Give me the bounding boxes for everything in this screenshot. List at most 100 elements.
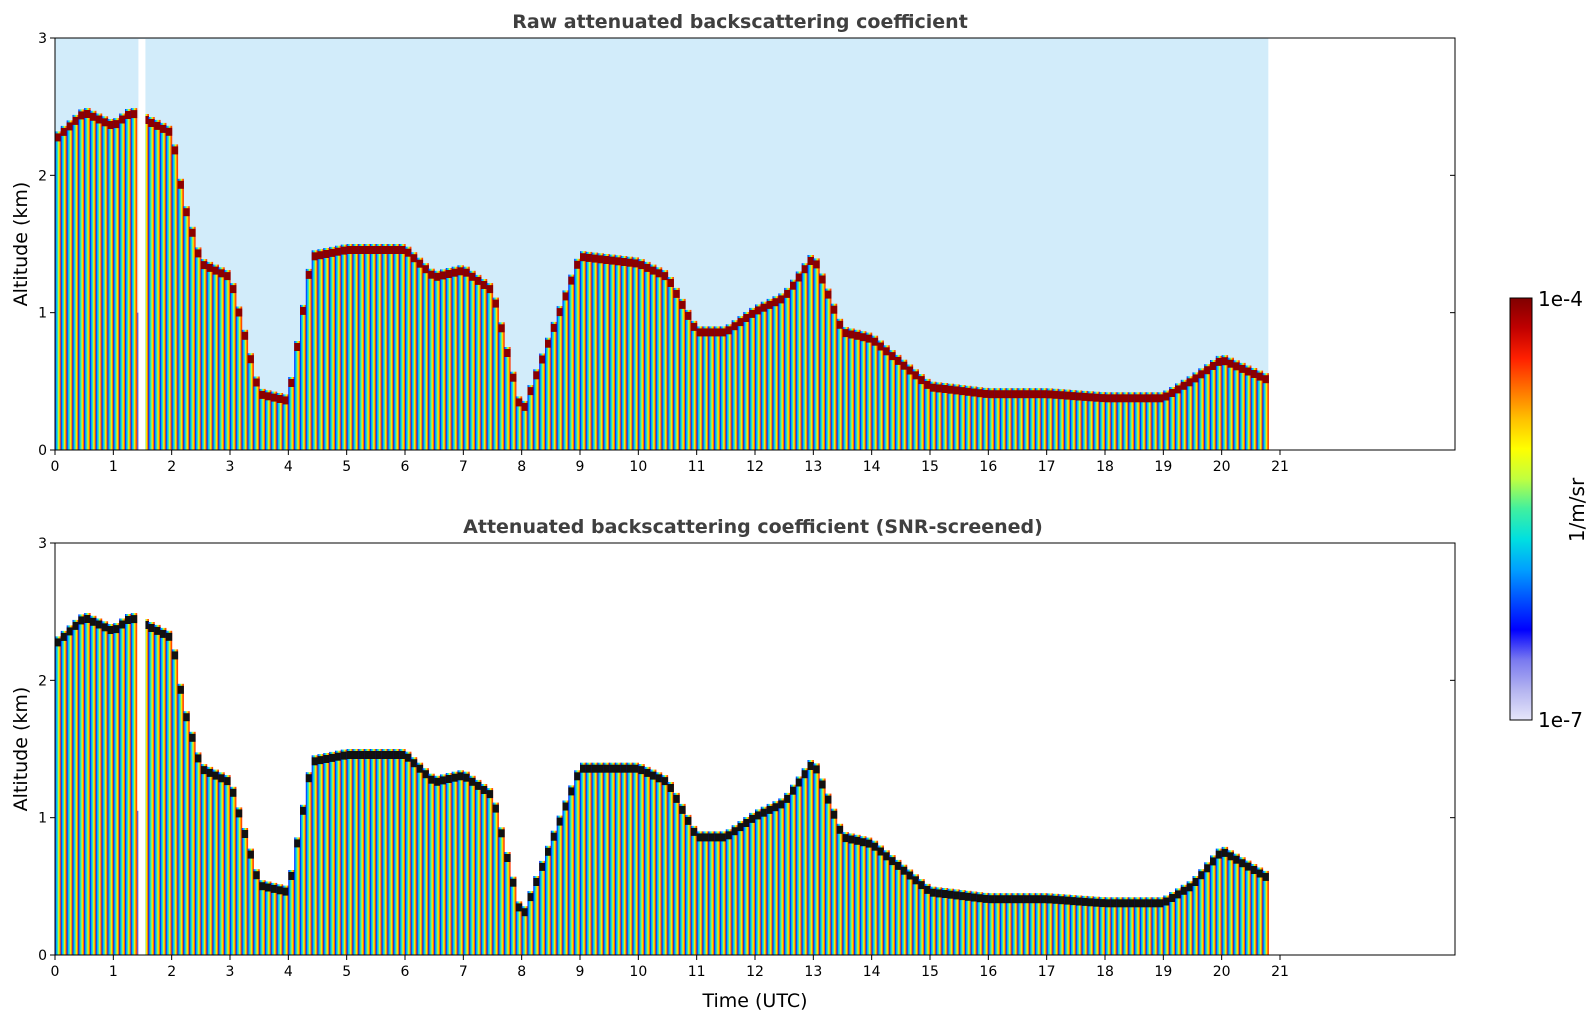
cloud-top-band	[1040, 390, 1048, 399]
backscatter-column	[1005, 893, 1013, 955]
backscatter-column	[801, 768, 809, 955]
cloud-top-band	[492, 804, 499, 813]
y-tick-label: 1	[38, 811, 47, 827]
cloud-top-band	[889, 857, 896, 866]
backscatter-column	[253, 869, 260, 955]
cloud-top-band	[224, 272, 231, 281]
backscatter-column	[1134, 897, 1141, 955]
backscatter-column	[475, 274, 482, 450]
x-tick-label: 9	[576, 459, 585, 475]
cloud-top-band	[1163, 897, 1170, 906]
backscatter-column	[60, 630, 68, 955]
cloud-top-band	[78, 616, 85, 625]
cloud-top-band	[177, 685, 184, 694]
backscatter-column	[889, 350, 896, 450]
cloud-top-band	[288, 379, 295, 387]
backscatter-column	[702, 326, 709, 450]
cloud-top-band	[60, 127, 68, 136]
backscatter-column	[644, 261, 651, 450]
cloud-top-band	[755, 306, 762, 315]
cloud-top-band	[772, 298, 779, 307]
backscatter-column	[1110, 897, 1118, 955]
cloud-top-band	[422, 770, 429, 779]
cloud-top-band	[195, 754, 202, 763]
cloud-top-band	[276, 395, 284, 403]
backscatter-column	[224, 775, 231, 955]
cloud-top-band	[387, 246, 394, 254]
cloud-top-band	[655, 269, 663, 278]
cloud-top-band	[370, 751, 377, 759]
cloud-top-band	[84, 615, 91, 623]
backscatter-column	[247, 353, 254, 450]
backscatter-column	[405, 751, 412, 955]
backscatter-column	[148, 117, 155, 450]
cloud-top-band	[900, 866, 908, 875]
backscatter-column	[854, 329, 861, 450]
cloud-top-band	[475, 781, 482, 790]
cloud-top-band	[1245, 367, 1252, 376]
cloud-top-band	[399, 246, 406, 254]
backscatter-column	[300, 804, 307, 955]
backscatter-column	[457, 265, 464, 450]
backscatter-column	[107, 119, 114, 450]
cloud-top-band	[825, 290, 832, 299]
backscatter-column	[457, 770, 464, 955]
cloud-top-band	[1175, 385, 1182, 394]
backscatter-column	[1000, 388, 1007, 450]
cloud-top-band	[1081, 392, 1089, 401]
cloud-top-band	[1215, 357, 1223, 366]
cloud-top-band	[982, 894, 989, 903]
cloud-top-band	[959, 387, 966, 396]
x-tick-label: 6	[401, 964, 410, 980]
cloud-top-band	[486, 285, 494, 294]
cloud-top-band	[615, 257, 622, 266]
backscatter-column	[305, 268, 313, 450]
cloud-top-band	[1227, 852, 1234, 861]
backscatter-column	[632, 257, 639, 450]
x-tick-label: 12	[746, 459, 764, 475]
cloud-top-band	[410, 759, 418, 768]
backscatter-column	[906, 869, 914, 955]
cloud-top-band	[218, 774, 225, 783]
cloud-top-band	[451, 268, 459, 277]
y-tick-label: 2	[38, 673, 47, 689]
cloud-top-band	[1099, 899, 1106, 908]
backscatter-column	[393, 749, 400, 955]
backscatter-column	[492, 802, 499, 955]
cloud-top-band	[1000, 895, 1007, 904]
backscatter-column	[842, 832, 849, 955]
backscatter-column	[445, 773, 453, 955]
cloud-top-band	[900, 361, 908, 370]
backscatter-column	[1075, 390, 1083, 450]
cloud-top-band	[218, 269, 225, 278]
cloud-top-band	[265, 392, 272, 401]
backscatter-column	[574, 770, 581, 955]
backscatter-column	[819, 778, 826, 955]
cloud-top-band	[340, 246, 348, 255]
cloud-top-band	[603, 256, 610, 264]
raw-backscatter-panel: Raw attenuated backscattering coefficien…	[10, 11, 1456, 475]
backscatter-column	[766, 803, 774, 955]
x-axis-label: Time (UTC)	[701, 990, 807, 1012]
cloud-top-band	[585, 253, 593, 262]
backscatter-column	[317, 754, 324, 955]
x-tick-label: 12	[746, 964, 764, 980]
cloud-top-band	[504, 854, 511, 862]
cloud-top-band	[562, 292, 569, 301]
backscatter-column	[906, 364, 914, 450]
x-tick-label: 2	[167, 964, 176, 980]
backscatter-column	[1227, 850, 1234, 955]
cloud-top-band	[510, 878, 517, 887]
backscatter-column	[1151, 392, 1159, 450]
cloud-top-band	[1122, 394, 1129, 403]
cloud-top-band	[230, 788, 237, 797]
backscatter-column	[585, 251, 593, 450]
backscatter-column	[1262, 373, 1269, 450]
backscatter-column	[1245, 365, 1252, 450]
backscatter-column	[661, 270, 669, 450]
cloud-top-band	[912, 371, 919, 380]
cloud-top-band	[288, 872, 295, 880]
backscatter-column	[737, 821, 744, 955]
backscatter-column	[160, 122, 167, 451]
backscatter-column	[918, 374, 925, 450]
